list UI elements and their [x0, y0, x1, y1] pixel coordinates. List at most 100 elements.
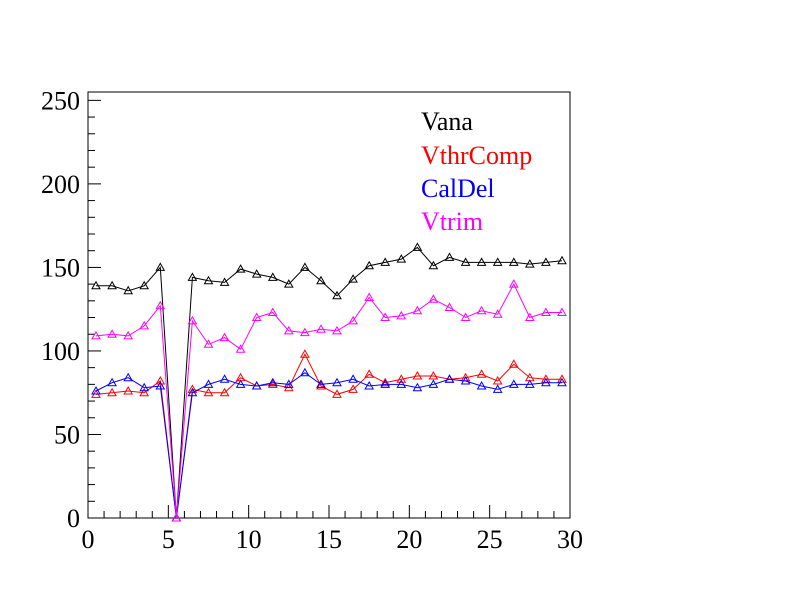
data-point-vtrim [332, 325, 342, 335]
y-tick-label: 200 [41, 170, 80, 199]
y-tick-label: 100 [41, 337, 80, 366]
x-tick-label: 20 [396, 525, 422, 554]
x-tick-label: 0 [82, 525, 95, 554]
y-tick-label: 250 [41, 86, 80, 115]
data-point-vtrim [364, 292, 375, 301]
data-point-caldel [91, 385, 101, 395]
data-point-caldel [412, 382, 423, 392]
data-point-vana [107, 280, 117, 290]
data-point-vthrcomp [139, 387, 150, 397]
data-point-vtrim [492, 309, 503, 318]
data-point-caldel [316, 379, 326, 388]
data-point-vana [460, 257, 471, 266]
data-point-caldel [235, 379, 246, 388]
data-point-vtrim [219, 332, 230, 342]
series-caldel [91, 367, 567, 522]
data-point-vtrim [267, 307, 278, 316]
data-point-vana [428, 260, 439, 270]
data-point-vtrim [557, 307, 567, 316]
series-line-vtrim [95, 282, 562, 519]
data-point-vana [139, 280, 150, 290]
x-tick-label: 10 [236, 525, 262, 554]
data-point-vthrcomp [364, 369, 375, 378]
data-point-vana [541, 257, 551, 266]
x-tick-label: 5 [162, 525, 175, 554]
data-point-caldel [444, 374, 455, 383]
data-point-caldel [107, 377, 117, 387]
data-point-vthrcomp [508, 359, 519, 368]
data-point-vtrim [316, 324, 326, 333]
data-point-vtrim [428, 294, 439, 303]
data-point-vtrim [476, 305, 487, 315]
data-point-vthrcomp [267, 379, 278, 388]
data-point-vthrcomp [203, 387, 214, 397]
data-point-caldel [557, 377, 567, 387]
data-point-caldel [332, 377, 342, 387]
data-point-vana [476, 257, 487, 266]
data-point-vtrim [139, 320, 150, 330]
data-point-vtrim [380, 312, 391, 321]
data-point-caldel [541, 377, 551, 387]
data-point-vana [203, 275, 214, 285]
data-point-vtrim [348, 315, 358, 325]
data-point-vtrim [171, 512, 182, 522]
data-point-vana [155, 262, 166, 271]
data-point-caldel [300, 367, 310, 377]
data-point-caldel [348, 374, 358, 383]
data-point-vthrcomp [300, 349, 310, 358]
data-point-caldel [364, 380, 375, 390]
data-point-vana [444, 252, 455, 261]
y-tick-label: 150 [41, 253, 80, 282]
data-point-vthrcomp [428, 370, 439, 380]
data-point-vana [187, 272, 198, 281]
data-point-vana [508, 257, 519, 266]
data-point-caldel [380, 379, 391, 388]
data-point-vthrcomp [316, 380, 326, 390]
x-tick-label: 15 [316, 525, 342, 554]
x-tick-label: 25 [477, 525, 503, 554]
data-point-caldel [283, 379, 294, 388]
data-point-vana [396, 254, 407, 263]
data-point-vthrcomp [412, 370, 423, 380]
data-point-caldel [396, 379, 407, 388]
data-point-vana [251, 269, 262, 278]
data-point-vthrcomp [476, 369, 487, 378]
data-point-caldel [524, 379, 535, 388]
data-point-vtrim [524, 312, 535, 321]
data-point-vtrim [107, 329, 117, 338]
data-point-vtrim [444, 302, 455, 311]
data-point-vana [316, 275, 326, 285]
legend: Vana VthrComp CalDel Vtrim [421, 107, 532, 236]
legend-label-vtrim: Vtrim [421, 207, 483, 236]
series-vtrim [91, 279, 567, 522]
data-point-vana [412, 242, 423, 251]
data-point-vana [91, 280, 101, 290]
data-point-caldel [139, 382, 150, 392]
data-point-vtrim [155, 300, 166, 310]
data-point-vana [300, 262, 310, 271]
data-point-vthrcomp [348, 384, 358, 393]
data-point-caldel [155, 380, 166, 390]
data-point-vtrim [91, 330, 101, 340]
data-point-vtrim [541, 307, 551, 316]
data-point-vthrcomp [396, 374, 407, 383]
data-point-vtrim [251, 312, 262, 321]
data-point-vtrim [203, 339, 214, 348]
data-point-vana [557, 255, 567, 265]
data-point-vana [123, 285, 134, 295]
data-point-vthrcomp [380, 377, 391, 387]
data-point-vana [348, 274, 358, 283]
data-point-vana [267, 272, 278, 281]
data-point-caldel [187, 387, 198, 397]
series-line-caldel [95, 372, 562, 519]
data-point-caldel [267, 377, 278, 387]
y-tick-label: 0 [67, 504, 80, 533]
data-point-vana [219, 277, 230, 286]
data-point-vthrcomp [332, 389, 342, 398]
data-point-caldel [492, 384, 503, 393]
data-point-vtrim [460, 312, 471, 321]
data-point-caldel [460, 375, 471, 385]
data-point-vana [332, 290, 342, 300]
y-tick-label: 50 [54, 420, 80, 449]
